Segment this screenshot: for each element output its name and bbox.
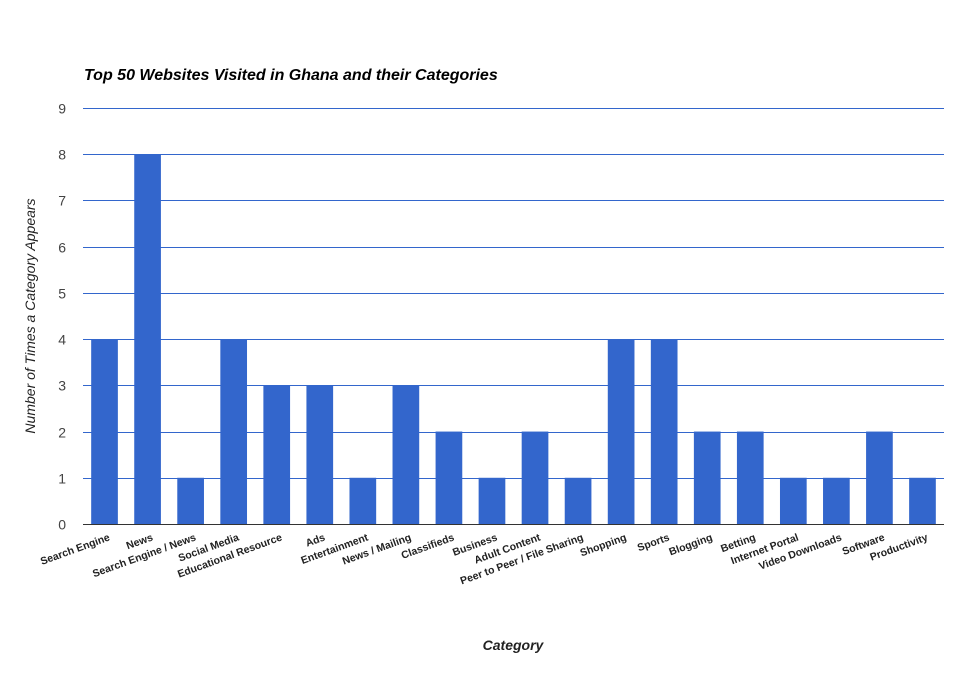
y-axis-ticks: 0 1 2 3 4 5 6 7 8 9	[58, 101, 66, 533]
x-tick-label: Sports	[636, 531, 672, 554]
x-tick-label: Shopping	[579, 532, 629, 560]
y-tick-label: 4	[58, 332, 66, 348]
bar	[650, 339, 678, 524]
bar	[263, 385, 291, 524]
bar	[349, 477, 377, 524]
y-axis-label: Number of Times a Category Appears	[22, 198, 38, 433]
bars	[91, 154, 936, 524]
bar	[564, 477, 592, 524]
bar	[866, 431, 893, 524]
bar	[909, 477, 936, 524]
bar	[220, 339, 248, 524]
bar	[435, 431, 463, 524]
y-tick-label: 1	[58, 471, 66, 487]
bar	[693, 431, 721, 524]
bar	[177, 477, 204, 524]
y-tick-label: 5	[58, 286, 66, 302]
bar	[823, 477, 850, 524]
y-tick-label: 0	[58, 517, 66, 533]
x-tick-label: Search Engine	[39, 531, 112, 567]
chart-title: Top 50 Websites Visited in Ghana and the…	[84, 67, 498, 84]
bar	[607, 339, 635, 524]
y-tick-label: 8	[58, 147, 66, 163]
y-tick-label: 9	[58, 101, 66, 117]
y-tick-label: 7	[58, 193, 66, 209]
gridlines	[83, 108, 944, 479]
bar	[91, 339, 118, 524]
y-tick-label: 6	[58, 240, 66, 256]
y-tick-label: 3	[58, 378, 66, 394]
bar	[779, 477, 807, 524]
bar	[306, 385, 334, 524]
x-tick-label: Blogging	[667, 532, 714, 559]
bar	[392, 385, 420, 524]
y-tick-label: 2	[58, 425, 66, 441]
bar	[521, 431, 549, 524]
bar	[478, 477, 506, 524]
bar	[736, 431, 764, 524]
x-axis-label: Category	[483, 637, 545, 653]
bar	[134, 154, 161, 524]
